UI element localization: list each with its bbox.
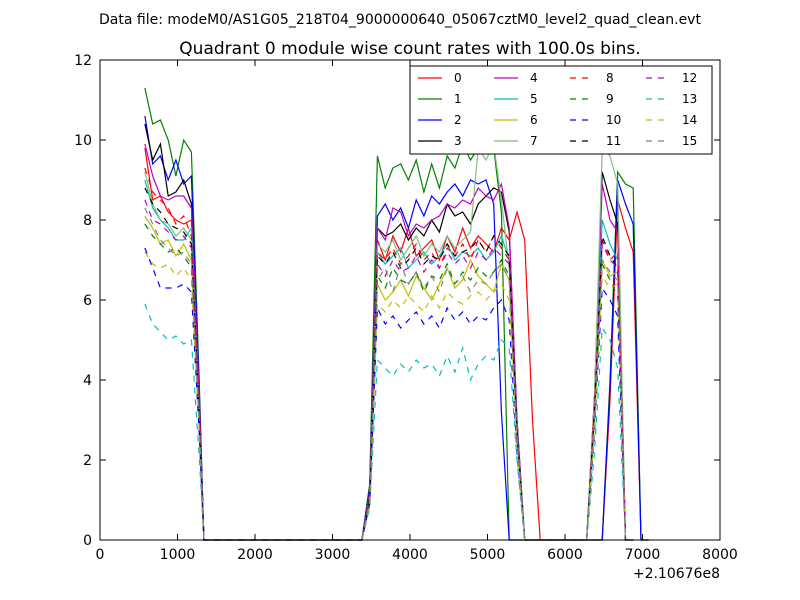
legend-label: 15: [682, 134, 697, 148]
x-tick-label: 3000: [315, 547, 351, 563]
suptitle: Data file: modeM0/AS1G05_218T04_90000006…: [99, 12, 701, 28]
legend-label: 7: [530, 134, 538, 148]
series-line-10: [144, 247, 634, 541]
y-tick-label: 0: [83, 533, 92, 549]
x-offset-label: +2.10676e8: [633, 566, 720, 582]
y-tick-label: 12: [74, 53, 92, 69]
x-tick-label: 8000: [702, 547, 738, 563]
x-tick-label: 5000: [470, 547, 506, 563]
legend-label: 5: [530, 92, 538, 106]
plot-frame: [99, 59, 721, 541]
y-tick-label: 10: [74, 133, 92, 149]
legend-label: 13: [682, 92, 697, 106]
chart-title: Quadrant 0 module wise count rates with …: [179, 39, 640, 59]
legend-label: 10: [606, 113, 621, 127]
legend-label: 14: [682, 113, 697, 127]
legend-label: 1: [454, 92, 462, 106]
legend-label: 4: [530, 71, 538, 85]
legend-label: 9: [606, 92, 614, 106]
x-tick-label: 7000: [625, 547, 661, 563]
y-tick-label: 8: [83, 213, 92, 229]
y-tick-label: 6: [83, 293, 92, 309]
y-tick-label: 2: [83, 453, 92, 469]
x-tick-label: 6000: [547, 547, 583, 563]
legend-label: 11: [606, 134, 621, 148]
tick-layer: 0 1000 2000 3000 4000 5000 6000 7000 80000246810…: [74, 53, 738, 563]
x-tick-label: 2000: [237, 547, 273, 563]
legend-label: 3: [454, 134, 462, 148]
legend-label: 2: [454, 113, 462, 127]
legend-label: 8: [606, 71, 614, 85]
legend-label: 6: [530, 113, 538, 127]
x-tick-label: 4000: [392, 547, 428, 563]
series-line-12: [144, 199, 634, 541]
legend-label: 0: [454, 71, 462, 85]
x-tick-label: 1000: [160, 547, 196, 563]
y-tick-label: 4: [83, 373, 92, 389]
series-line-14: [144, 251, 634, 541]
x-tick-label: 0: [96, 547, 105, 563]
legend-label: 12: [682, 71, 697, 85]
legend-box: [409, 65, 713, 155]
